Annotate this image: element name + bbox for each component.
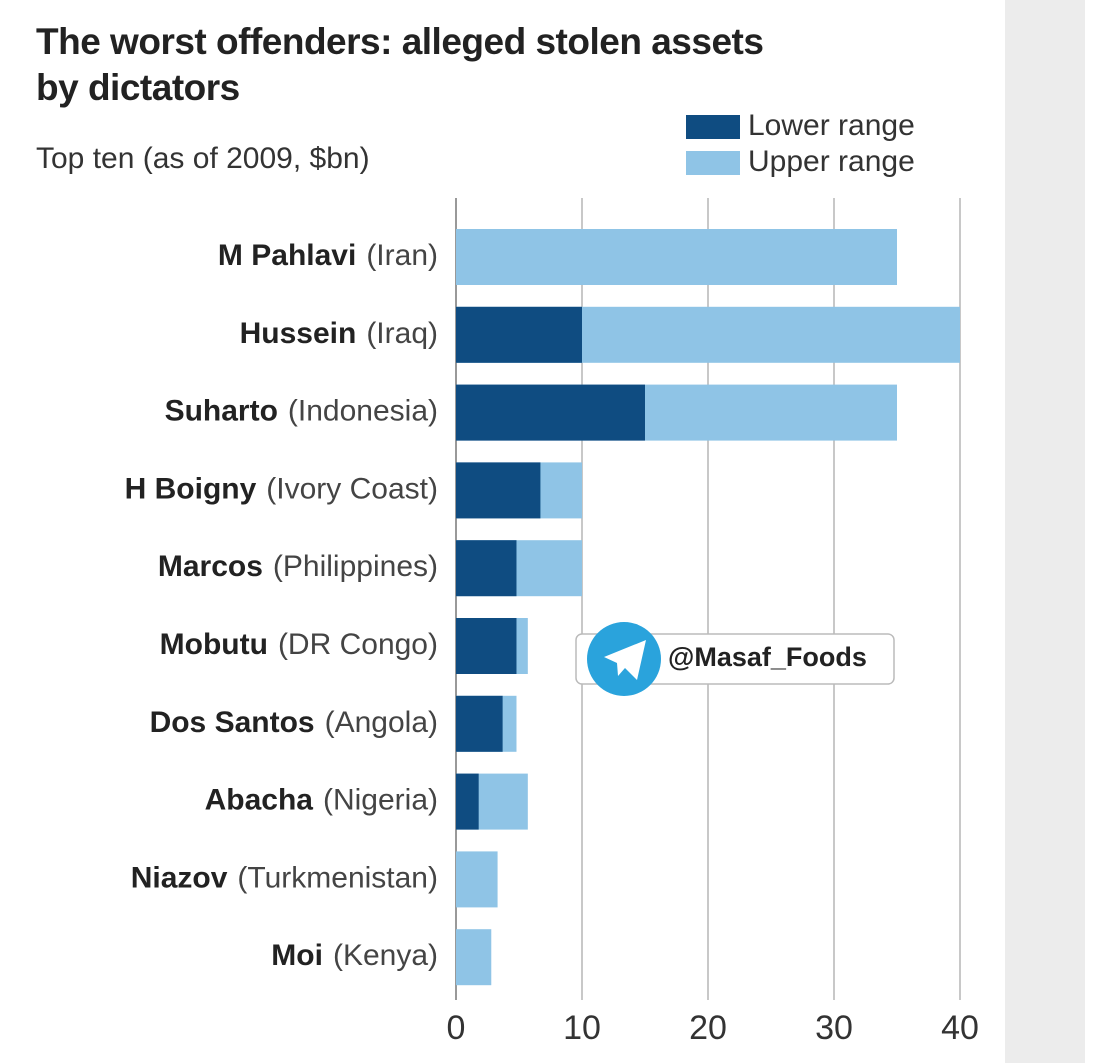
legend-swatch bbox=[686, 115, 740, 139]
bar bbox=[456, 306, 582, 363]
y-tick-label: Marcos (Philippines) bbox=[158, 550, 438, 583]
dictator-name: Marcos bbox=[158, 550, 263, 583]
y-tick-label: Mobutu (DR Congo) bbox=[160, 628, 438, 661]
dictator-name: Hussein bbox=[240, 317, 357, 350]
country: (Philippines) bbox=[273, 550, 438, 583]
side-strip bbox=[1005, 0, 1085, 1063]
y-tick-label: Moi (Kenya) bbox=[271, 939, 438, 972]
legend-label: Lower range bbox=[748, 109, 915, 142]
chart-subtitle: Top ten (as of 2009, $bn) bbox=[36, 142, 370, 175]
bar bbox=[456, 229, 897, 285]
country: (Ivory Coast) bbox=[266, 472, 438, 505]
y-tick-label: Hussein (Iraq) bbox=[240, 317, 438, 350]
country: (Kenya) bbox=[333, 939, 438, 972]
watermark-text: @Masaf_Foods bbox=[668, 642, 867, 672]
bar bbox=[456, 929, 492, 986]
chart-title: The worst offenders: alleged stolen asse… bbox=[36, 21, 763, 62]
y-tick-label: Dos Santos (Angola) bbox=[150, 706, 438, 739]
legend-label: Upper range bbox=[748, 145, 915, 178]
bar bbox=[456, 462, 541, 519]
dictator-name: Dos Santos bbox=[150, 706, 315, 739]
bar bbox=[456, 618, 517, 674]
y-tick-label: Abacha (Nigeria) bbox=[205, 784, 438, 817]
chart-title: by dictators bbox=[36, 67, 240, 108]
x-tick-label: 20 bbox=[689, 1009, 727, 1047]
dictator-name: M Pahlavi bbox=[218, 239, 356, 272]
country: (Indonesia) bbox=[288, 395, 438, 428]
dictator-name: Mobutu bbox=[160, 628, 268, 661]
legend-swatch bbox=[686, 151, 740, 175]
bar bbox=[456, 773, 479, 830]
y-tick-label: H Boigny (Ivory Coast) bbox=[125, 472, 438, 505]
y-tick-label: Suharto (Indonesia) bbox=[165, 395, 438, 428]
bar bbox=[456, 851, 498, 908]
bar bbox=[456, 384, 645, 441]
x-tick-label: 10 bbox=[563, 1009, 601, 1047]
bar bbox=[456, 695, 503, 752]
x-tick-label: 30 bbox=[815, 1009, 853, 1047]
bar bbox=[456, 540, 517, 597]
dictator-name: Suharto bbox=[165, 395, 278, 428]
x-tick-label: 0 bbox=[447, 1009, 466, 1047]
country: (Iran) bbox=[366, 239, 438, 272]
y-tick-label: M Pahlavi (Iran) bbox=[218, 239, 438, 272]
country: (Iraq) bbox=[366, 317, 438, 350]
country: (Turkmenistan) bbox=[237, 861, 438, 894]
country: (Angola) bbox=[325, 706, 438, 739]
country: (Nigeria) bbox=[323, 784, 438, 817]
dictator-name: H Boigny bbox=[125, 472, 257, 505]
y-tick-label: Niazov (Turkmenistan) bbox=[131, 861, 438, 894]
x-tick-label: 40 bbox=[941, 1009, 979, 1047]
telegram-plane bbox=[604, 640, 646, 680]
dictator-name: Abacha bbox=[205, 784, 314, 817]
dictator-name: Niazov bbox=[131, 861, 228, 894]
country: (DR Congo) bbox=[278, 628, 438, 661]
dictator-name: Moi bbox=[271, 939, 323, 972]
